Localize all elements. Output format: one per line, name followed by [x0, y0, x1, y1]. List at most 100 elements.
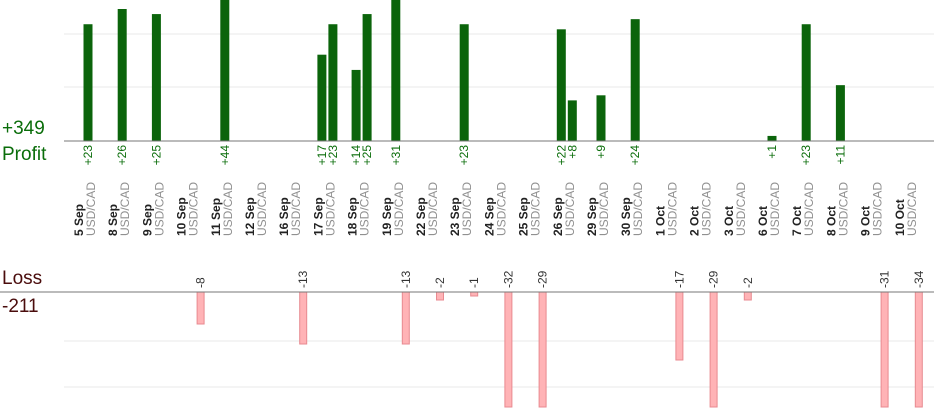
- date-tick-label: 24 Sep: [482, 197, 496, 236]
- profit-value-label: +23: [81, 145, 95, 166]
- profit-value-label: +31: [389, 145, 403, 166]
- profit-bar: [567, 100, 577, 141]
- profit-bar: [801, 24, 811, 141]
- date-tick-label: 19 Sep: [380, 197, 394, 236]
- profit-value-label: +8: [565, 145, 579, 159]
- date-tick-label: 3 Oct: [722, 206, 736, 236]
- loss-value-label: -32: [501, 270, 515, 288]
- profit-value-label: +9: [594, 145, 608, 159]
- date-tick-label: 8 Oct: [824, 206, 838, 236]
- loss-value-label: -34: [912, 270, 926, 288]
- pair-tick-label: USD/CAD: [871, 182, 885, 236]
- pair-tick-label: USD/CAD: [802, 182, 816, 236]
- profit-bar: [630, 19, 640, 141]
- pair-tick-label: USD/CAD: [905, 182, 919, 236]
- pair-tick-label: USD/CAD: [392, 182, 406, 236]
- date-tick-label: 10 Oct: [893, 199, 907, 236]
- date-tick-label: 30 Sep: [619, 197, 633, 236]
- loss-value-label: -17: [672, 270, 686, 288]
- profit-bar: [391, 0, 401, 141]
- loss-value-label: -1: [467, 277, 481, 288]
- profit-bar: [328, 24, 338, 141]
- profit-bar: [83, 24, 93, 141]
- loss-bar: [504, 291, 513, 408]
- date-tick-label: 22 Sep: [414, 197, 428, 236]
- date-tick-label: 5 Sep: [72, 204, 86, 236]
- profit-bar: [835, 85, 845, 141]
- profit-bar: [596, 95, 606, 141]
- date-tick-label: 16 Sep: [277, 197, 291, 236]
- loss-bar: [538, 291, 547, 408]
- profit-value-label: +44: [218, 145, 232, 166]
- loss-bar: [470, 291, 479, 297]
- profit-value-label: +11: [833, 145, 847, 165]
- date-tick-label: 26 Sep: [551, 197, 565, 236]
- profit-value-label: +23: [799, 145, 813, 166]
- loss-bar: [299, 291, 308, 345]
- pair-tick-label: USD/CAD: [152, 182, 166, 236]
- pair-tick-label: USD/CAD: [529, 182, 543, 236]
- date-tick-label: 1 Oct: [653, 206, 667, 236]
- date-tick-label: 6 Oct: [756, 206, 770, 236]
- date-tick-label: 29 Sep: [585, 197, 599, 236]
- profit-value-label: +23: [457, 145, 471, 166]
- pair-tick-label: USD/CAD: [323, 182, 337, 236]
- pair-tick-label: USD/CAD: [494, 182, 508, 236]
- loss-value-label: -13: [296, 270, 310, 288]
- date-tick-label: 25 Sep: [517, 197, 531, 236]
- loss-value-label: -31: [878, 270, 892, 288]
- date-tick-label: 7 Oct: [790, 206, 804, 236]
- profit-bar: [767, 135, 777, 141]
- date-tick-label: 17 Sep: [311, 197, 325, 236]
- profit-bar: [362, 14, 372, 142]
- loss-value-label: -29: [707, 270, 721, 288]
- date-tick-label: 23 Sep: [448, 197, 462, 236]
- pair-tick-label: USD/CAD: [187, 182, 201, 236]
- pair-tick-label: USD/CAD: [460, 182, 474, 236]
- profit-total: +349: [2, 118, 45, 139]
- pair-tick-label: USD/CAD: [358, 182, 372, 236]
- profit-value-label: +25: [360, 145, 374, 166]
- pair-tick-label: USD/CAD: [563, 182, 577, 236]
- loss-total: -211: [2, 296, 39, 317]
- profit-value-label: +23: [326, 145, 340, 166]
- loss-value-label: -13: [399, 270, 413, 288]
- pair-tick-label: USD/CAD: [118, 182, 132, 236]
- loss-bar: [743, 291, 752, 301]
- profit-bar: [151, 14, 161, 142]
- profit-value-label: +14: [349, 145, 363, 166]
- profit-label: Profit: [2, 144, 47, 165]
- profit-value-label: +24: [628, 145, 642, 166]
- pair-tick-label: USD/CAD: [734, 182, 748, 236]
- loss-label: Loss: [2, 268, 43, 289]
- date-tick-label: 11 Sep: [209, 198, 223, 236]
- pair-tick-label: USD/CAD: [221, 182, 235, 236]
- profit-value-label: +22: [554, 145, 568, 166]
- loss-bar: [436, 291, 444, 301]
- pair-tick-label: USD/CAD: [700, 182, 714, 236]
- date-tick-label: 9 Oct: [859, 206, 873, 236]
- pair-tick-label: USD/CAD: [665, 182, 679, 236]
- pair-tick-label: USD/CAD: [836, 182, 850, 236]
- profit-bar: [317, 54, 327, 141]
- loss-bar: [914, 291, 923, 408]
- profit-bar: [220, 0, 230, 141]
- date-tick-label: 18 Sep: [346, 197, 360, 236]
- date-tick-label: 9 Sep: [140, 204, 154, 236]
- loss-bar: [880, 291, 889, 408]
- loss-value-label: -2: [433, 277, 447, 288]
- profit-value-label: +26: [115, 145, 129, 166]
- date-tick-label: 2 Oct: [688, 206, 702, 236]
- date-tick-label: 10 Sep: [175, 197, 189, 236]
- profit-value-label: +17: [315, 145, 329, 166]
- profit-bar: [459, 24, 469, 141]
- pair-tick-label: USD/CAD: [289, 182, 303, 236]
- date-tick-label: 8 Sep: [106, 204, 120, 236]
- loss-bar: [675, 291, 684, 361]
- profit-value-label: +1: [765, 145, 779, 159]
- pair-tick-label: USD/CAD: [426, 182, 440, 236]
- profit-bar: [117, 9, 127, 141]
- pair-tick-label: USD/CAD: [768, 182, 782, 236]
- pair-tick-label: USD/CAD: [84, 182, 98, 236]
